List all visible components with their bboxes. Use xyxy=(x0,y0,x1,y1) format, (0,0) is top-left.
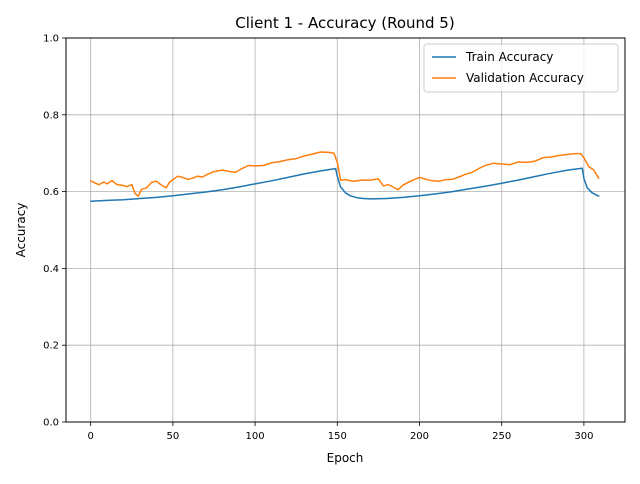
y-tick-label: 0.6 xyxy=(43,187,59,198)
x-tick-label: 200 xyxy=(410,431,429,442)
x-axis-label: Epoch xyxy=(327,451,364,465)
x-tick-label: 50 xyxy=(167,431,180,442)
x-tick-label: 0 xyxy=(87,431,93,442)
plot-frame xyxy=(65,37,626,423)
tick-layer: 0 50 100 150 200 250 300 0.0 0.2 0.4 0.6 0.8 1.0 xyxy=(43,34,593,443)
legend: Train Accuracy Validation Accuracy xyxy=(423,43,619,93)
x-tick-label: 300 xyxy=(574,431,593,442)
y-axis-label: Accuracy xyxy=(14,203,28,258)
chart-title: Client 1 - Accuracy (Round 5) xyxy=(235,14,454,32)
y-tick-label: 0.8 xyxy=(43,110,59,121)
legend-box xyxy=(423,43,619,93)
y-tick-label: 0.4 xyxy=(43,264,59,275)
series-line-0 xyxy=(89,167,600,202)
y-tick-label: 0.0 xyxy=(43,418,59,429)
x-tick-label: 100 xyxy=(246,431,265,442)
series-line-1 xyxy=(89,151,600,197)
x-tick-label: 250 xyxy=(492,431,511,442)
y-tick-label: 0.2 xyxy=(43,341,59,352)
legend-label-1: Validation Accuracy xyxy=(466,71,584,85)
x-tick-label: 150 xyxy=(328,431,347,442)
series-layer xyxy=(89,151,600,202)
legend-label-0: Train Accuracy xyxy=(465,50,553,64)
y-tick-label: 1.0 xyxy=(43,34,59,45)
